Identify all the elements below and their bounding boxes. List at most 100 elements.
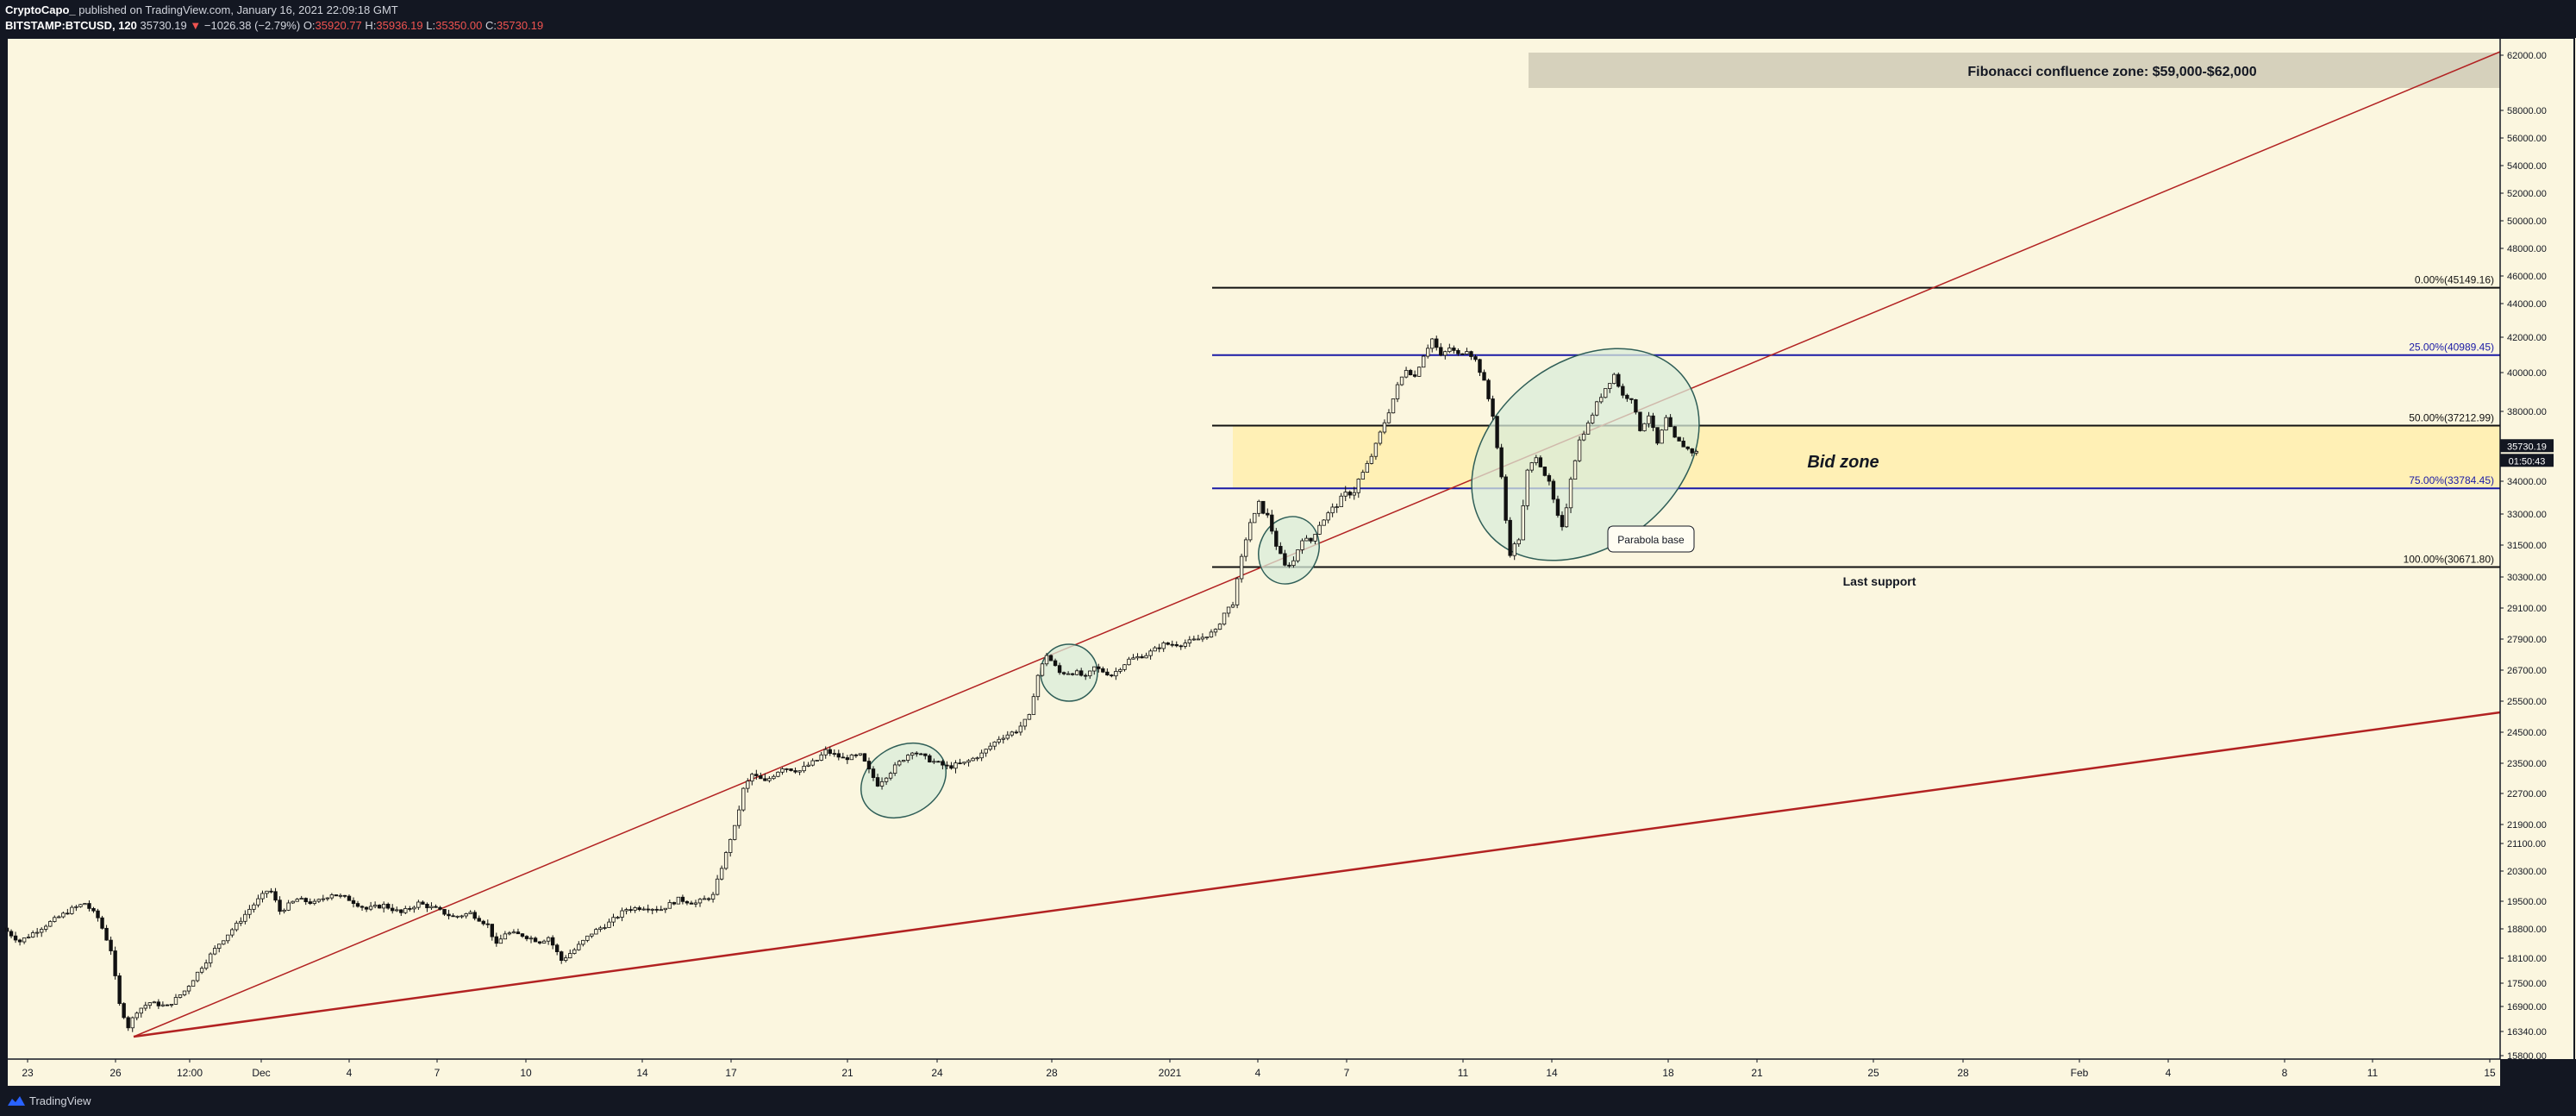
candle-body [1222,612,1227,625]
symbol-label[interactable]: BITSTAMP:BTCUSD, 120 [5,19,137,32]
candle-body [186,986,191,992]
candle-body [1257,500,1261,514]
candle-body [74,906,78,908]
fib-level-label: 25.00%(40989.45) [2409,342,2494,354]
candle-body [83,903,87,906]
plot-area [7,38,2500,1059]
tradingview-logo-icon[interactable] [7,1094,26,1108]
candle-body [113,950,117,976]
parabola-base-callout[interactable] [1607,525,1695,553]
candle-body [1053,660,1058,667]
candle-body [962,762,966,764]
candle-body [269,890,273,893]
candle-body [706,898,711,900]
consolidation-ellipse[interactable] [847,728,960,832]
candle-body [1296,549,1300,561]
price-tick-label: 46000.00 [2507,272,2547,282]
candle-body [1599,397,1604,403]
candle-body [217,944,222,949]
candle-body [979,752,984,759]
fib-confluence-zone[interactable] [1529,53,2500,88]
footer-brand[interactable]: TradingView [29,1094,91,1107]
candle-body [1304,537,1309,542]
candle-body [906,755,910,761]
candle-body [1452,348,1456,351]
consolidation-ellipse[interactable] [1247,506,1329,593]
candle-body [641,908,646,911]
publish-info: CryptoCapo_ published on TradingView.com… [5,3,398,17]
candle-body [1681,441,1685,448]
candle-body [759,775,763,780]
candle-body [1516,539,1521,545]
candle-body [849,754,854,761]
candle-body [1283,553,1287,566]
candle-body [1504,476,1508,521]
candle-body [1625,394,1629,399]
candle-body [1287,564,1291,567]
candle-body [212,948,217,955]
time-tick-label: 26 [109,1067,122,1079]
candle-body [1629,398,1634,400]
candle-body [1001,737,1005,740]
price-axis[interactable] [2500,38,2576,1059]
candle-body [143,1005,147,1009]
candle-body [888,773,893,779]
candle-body [746,781,750,789]
candle-body [1127,658,1131,666]
candle-body [91,907,96,912]
candle-body [581,939,585,945]
candle-body [1118,668,1122,672]
candle-body [697,899,703,904]
candle-body [1356,479,1360,493]
bid-zone[interactable] [1233,425,2500,489]
candle-body [1555,498,1560,516]
candle-body [528,937,534,940]
low-label: L: [426,19,436,32]
candle-body [364,906,369,910]
candle-body [1074,670,1079,675]
candle-body [391,907,395,912]
candle-body [750,774,754,782]
author-name[interactable]: CryptoCapo_ [5,3,76,16]
candle-body [66,912,70,915]
candle-body [139,1007,143,1014]
price-tick-label: 18800.00 [2507,925,2547,935]
candle-body [178,994,183,998]
candle-body [1187,639,1192,644]
candle-body [1196,638,1201,641]
price-tick-label: 17500.00 [2507,979,2547,989]
time-axis[interactable] [7,1059,2500,1087]
candle-body [381,903,386,909]
candle-body [494,936,499,944]
candle-body [611,917,616,923]
open-label: O: [303,19,316,32]
candle-body [1473,356,1478,361]
candle-body [702,898,707,900]
candle-body [1655,427,1660,444]
candle-body [1153,647,1157,652]
candle-body [1326,512,1330,521]
candle-body [160,1004,166,1006]
candle-body [520,933,525,937]
candle-body [1568,479,1573,509]
price-tick-label: 21100.00 [2507,839,2546,850]
price-tick-label: 30300.00 [2507,573,2547,583]
candle-body [1131,657,1135,660]
candle-body [616,917,620,919]
candle-body [1482,372,1486,381]
candle-body [429,906,434,909]
change-value: −1026.38 (−2.79%) [203,19,301,32]
candle-body [169,1004,174,1006]
price-tick-label: 50000.00 [2507,216,2547,227]
candle-body [1404,370,1409,378]
ohlc-legend: BITSTAMP:BTCUSD, 120 35730.19 ▼ −1026.38… [5,18,543,33]
candle-body [325,897,330,900]
candle-body [256,898,260,906]
candle-body [945,764,949,767]
candle-body [590,933,594,937]
candle-body [819,754,823,761]
candle-body [1217,624,1222,630]
candle-body [13,935,18,941]
macro-trendline[interactable] [133,711,2501,1038]
